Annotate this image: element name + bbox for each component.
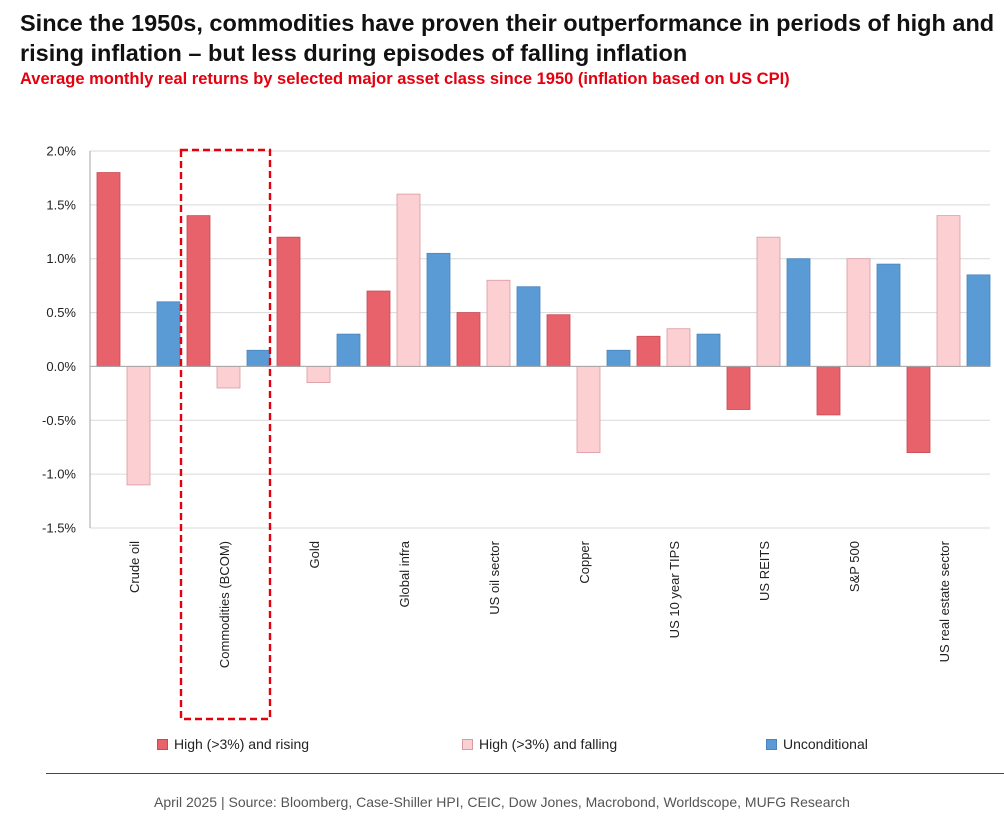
legend-item-falling: High (>3%) and falling: [462, 736, 617, 752]
y-tick-label: 1.0%: [46, 251, 76, 266]
bar: [306, 366, 331, 383]
bar: [366, 290, 391, 367]
legend-item-unconditional: Unconditional: [766, 736, 868, 752]
bar: [636, 335, 661, 367]
legend-label-falling: High (>3%) and falling: [479, 736, 618, 752]
y-tick-label: 2.0%: [46, 144, 76, 159]
bar: [846, 258, 871, 367]
y-tick-label: -1.0%: [42, 467, 76, 482]
chart-title: Since the 1950s, commodities have proven…: [20, 10, 995, 66]
source-footer: April 2025 | Source: Bloomberg, Case-Shi…: [154, 794, 850, 810]
x-category-label: US REITS: [757, 541, 772, 601]
x-category-label: US real estate sector: [937, 540, 952, 662]
x-category-label: US 10 year TIPS: [667, 541, 682, 639]
bar: [156, 301, 181, 367]
y-tick-label: -1.5%: [42, 521, 76, 536]
x-category-label: US oil sector: [487, 540, 502, 614]
bar: [726, 366, 751, 410]
highlight-box: [179, 148, 272, 721]
footer-divider: [46, 773, 1004, 774]
bar: [936, 215, 961, 367]
bar: [966, 274, 991, 367]
bar-chart: 2.0% 1.5% 1.0% 0.5% 0.0% -0.5% -1.0% -1.5% Crude…: [42, 144, 991, 721]
legend-swatch-rising: [157, 738, 168, 750]
bar: [396, 193, 421, 367]
bar: [486, 279, 511, 367]
bar: [96, 172, 121, 367]
bar: [666, 328, 691, 367]
x-category-label: Copper: [577, 540, 592, 583]
bar: [576, 366, 601, 453]
bar: [216, 366, 241, 389]
bar: [516, 286, 541, 367]
legend-item-rising: High (>3%) and rising: [157, 736, 309, 752]
x-category-label: Commodities (BCOM): [217, 541, 232, 668]
legend-swatch-unconditional: [766, 738, 777, 750]
y-tick-label: 1.5%: [46, 197, 76, 212]
y-tick-label: -0.5%: [42, 413, 76, 428]
x-category-label: Crude oil: [127, 541, 142, 593]
legend-label-rising: High (>3%) and rising: [174, 736, 310, 752]
chart-subtitle: Average monthly real returns by selected…: [20, 70, 790, 88]
bar: [126, 366, 151, 486]
x-category-label: Global infra: [397, 540, 412, 607]
x-category-label: Gold: [307, 541, 322, 568]
bar: [456, 312, 481, 367]
bar: [246, 349, 271, 367]
bar: [336, 333, 361, 367]
bar: [276, 236, 301, 367]
bar: [786, 258, 811, 367]
bar: [906, 366, 931, 453]
bar: [186, 215, 211, 367]
y-tick-label: 0.5%: [46, 305, 76, 320]
bar: [606, 349, 631, 367]
bar: [816, 366, 841, 416]
legend-label-unconditional: Unconditional: [783, 736, 868, 752]
bar: [876, 263, 901, 367]
x-category-label: S&P 500: [847, 541, 862, 592]
bar: [546, 314, 571, 367]
legend-swatch-falling: [462, 738, 473, 750]
bar: [426, 252, 451, 367]
bar: [696, 333, 721, 367]
y-tick-label: 0.0%: [46, 359, 76, 374]
bar: [756, 236, 781, 367]
